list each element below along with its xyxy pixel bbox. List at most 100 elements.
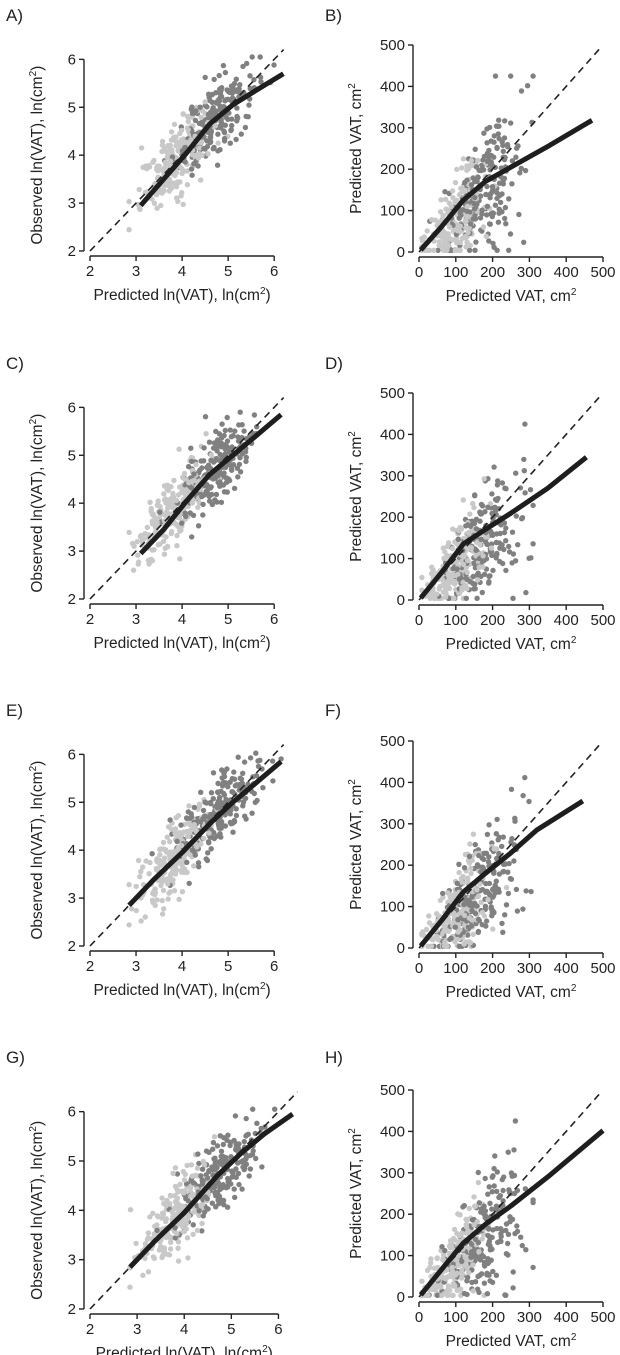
point-dark	[452, 924, 458, 930]
point-light	[137, 206, 143, 212]
point-light	[172, 1183, 179, 1190]
point-dark	[223, 1185, 229, 1191]
point-light	[466, 860, 473, 866]
point-light	[183, 1226, 189, 1232]
point-light	[160, 1245, 166, 1251]
point-dark	[178, 822, 184, 828]
point-dark	[470, 216, 476, 222]
point-dark	[229, 90, 235, 96]
x-axis-title-main: Predicted ln(VAT), ln(cm	[93, 287, 260, 304]
point-light	[173, 143, 179, 149]
point-light	[162, 183, 168, 189]
point-dark	[228, 83, 235, 89]
point-light	[441, 242, 447, 249]
point-light	[182, 492, 188, 498]
point-light	[430, 567, 436, 573]
point-dark	[221, 432, 227, 439]
point-dark	[200, 501, 206, 508]
point-light	[163, 496, 169, 502]
point-dark	[209, 501, 215, 508]
x-axis-title-superscript: 2	[571, 983, 577, 994]
x-tick-label: 200	[480, 612, 505, 629]
point-light	[164, 1251, 171, 1258]
x-tick-label: 0	[415, 612, 423, 629]
point-dark	[528, 888, 534, 895]
point-dark	[243, 1155, 249, 1161]
point-dark	[489, 510, 495, 517]
point-dark	[231, 817, 238, 824]
point-dark	[486, 221, 493, 227]
point-dark	[442, 1247, 448, 1254]
point-dark	[500, 834, 506, 840]
point-light	[159, 1195, 165, 1201]
y-axis-title: Observed ln(VAT), ln(cm2)	[28, 414, 46, 593]
point-dark	[506, 543, 512, 550]
point-dark	[191, 804, 198, 811]
point-dark	[221, 129, 228, 136]
point-dark	[476, 852, 482, 859]
y-tick-label: 2	[68, 243, 76, 260]
point-dark	[243, 1133, 249, 1139]
point-dark	[216, 431, 223, 437]
point-dark	[489, 1206, 495, 1212]
point-light	[194, 1165, 201, 1171]
point-light	[480, 553, 486, 559]
point-light	[180, 474, 186, 481]
point-dark	[235, 474, 241, 480]
panel-letter: D)	[325, 354, 343, 373]
x-tick-label: 2	[86, 958, 94, 975]
x-axis-title-superscript: 2	[571, 635, 577, 646]
x-axis-title: Predicted ln(VAT), ln(cm2)	[93, 981, 270, 999]
point-dark	[247, 755, 254, 761]
point-dark	[249, 54, 255, 60]
point-dark	[252, 799, 258, 806]
point-light	[161, 906, 167, 912]
x-tick-label: 4	[178, 958, 186, 975]
point-dark	[496, 871, 503, 877]
point-dark	[495, 131, 501, 137]
point-dark	[496, 206, 502, 212]
x-tick-label: 6	[274, 1321, 282, 1338]
point-dark	[493, 1203, 500, 1209]
point-dark	[526, 555, 532, 561]
point-dark	[220, 1141, 226, 1148]
fit-line	[418, 1128, 605, 1297]
point-dark	[219, 1185, 225, 1191]
point-light	[468, 865, 474, 871]
point-dark	[459, 1258, 465, 1265]
point-dark	[503, 486, 509, 492]
point-dark	[226, 1177, 232, 1183]
point-light	[488, 545, 495, 551]
point-dark	[210, 445, 217, 451]
point-dark	[501, 520, 508, 526]
point-dark	[484, 212, 490, 218]
point-dark	[234, 105, 240, 111]
point-dark	[472, 565, 479, 571]
point-light	[426, 247, 433, 253]
point-light	[162, 512, 169, 518]
point-light	[162, 165, 168, 171]
point-dark	[251, 77, 257, 83]
y-axis-title: Observed ln(VAT), ln(cm2)	[28, 761, 46, 940]
point-light	[135, 552, 141, 558]
x-tick-label: 5	[224, 263, 232, 280]
point-light	[441, 927, 447, 934]
point-dark	[220, 482, 227, 488]
point-light	[439, 582, 446, 589]
point-dark	[478, 193, 484, 199]
point-dark	[486, 1184, 492, 1190]
point-light	[175, 148, 181, 154]
point-dark	[519, 516, 525, 522]
point-dark	[494, 247, 500, 253]
fit-line	[138, 71, 285, 208]
point-light	[437, 209, 444, 215]
panel-letter: A)	[6, 6, 23, 25]
point-light	[150, 1210, 156, 1217]
x-axis-title: Predicted ln(VAT), ln(cm2)	[96, 1344, 273, 1355]
point-dark	[488, 528, 494, 534]
point-light	[181, 1177, 188, 1183]
point-dark	[215, 131, 221, 137]
point-light	[179, 170, 185, 177]
point-light	[154, 857, 161, 863]
